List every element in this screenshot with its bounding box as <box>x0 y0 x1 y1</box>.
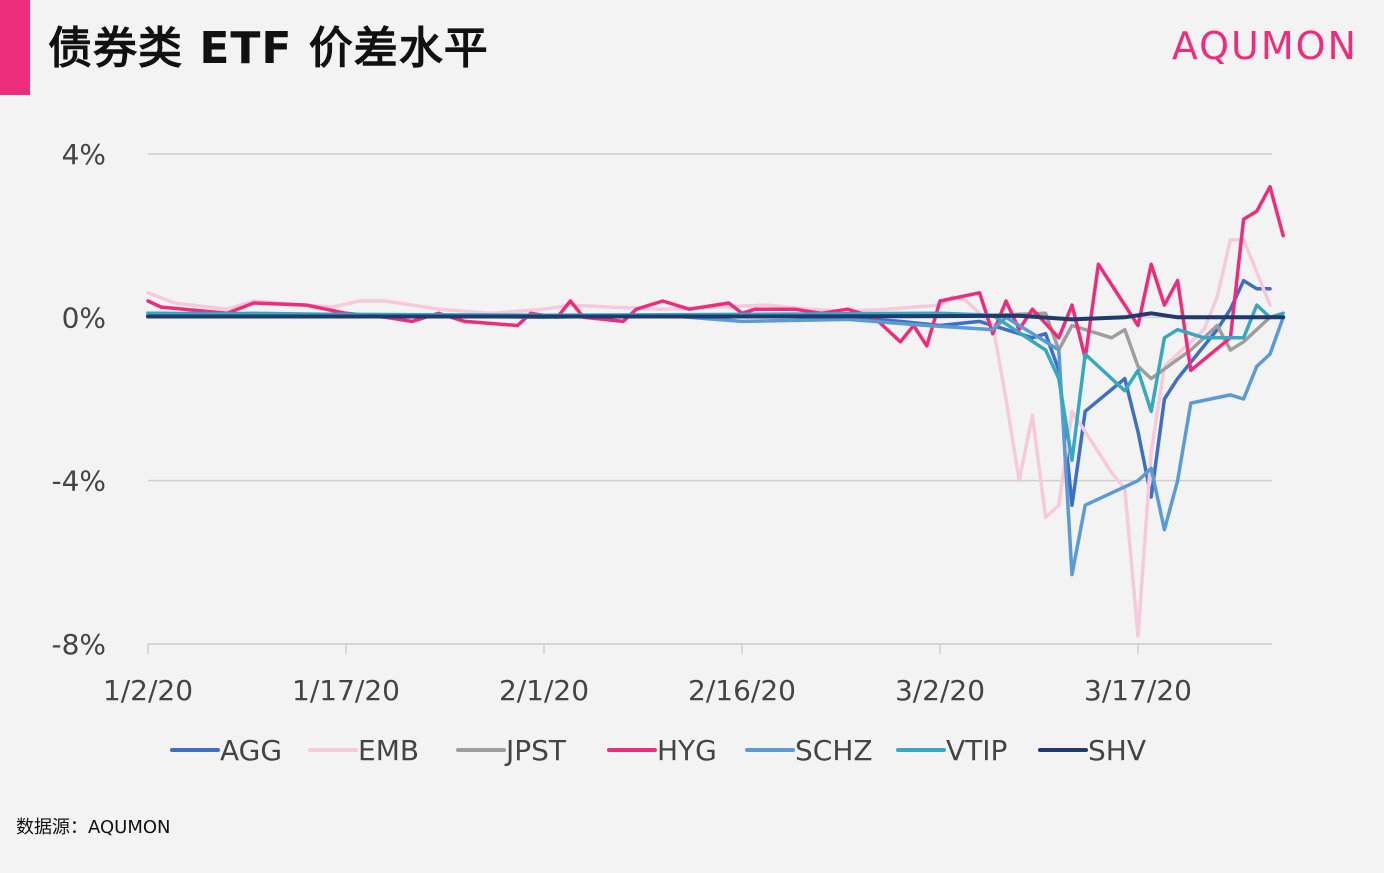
legend-label-emb: EMB <box>358 734 419 767</box>
x-tick-label: 2/16/20 <box>688 674 796 707</box>
x-tick-label: 2/1/20 <box>499 674 589 707</box>
series-line-shv <box>146 311 1286 322</box>
legend-label-shv: SHV <box>1088 734 1146 767</box>
y-tick-label: 4% <box>62 138 106 171</box>
x-tick-label: 1/2/20 <box>103 674 193 707</box>
legend-label-jpst: JPST <box>504 734 567 767</box>
legend-label-agg: AGG <box>220 734 282 767</box>
series-line-emb <box>146 237 1272 638</box>
legend-label-schz: SCHZ <box>795 734 873 767</box>
series-line-schz <box>146 311 1285 577</box>
page-title: 债券类 ETF 价差水平 <box>48 23 489 74</box>
y-tick-label: -4% <box>51 465 106 498</box>
y-tick-label: 0% <box>62 301 106 334</box>
series-line-vtip <box>146 303 1285 463</box>
legend-label-hyg: HYG <box>657 734 717 767</box>
brand-logo: AQUMON <box>1171 24 1358 68</box>
x-tick-label: 3/17/20 <box>1084 674 1192 707</box>
x-tick-label: 3/2/20 <box>895 674 985 707</box>
legend-label-vtip: VTIP <box>946 734 1007 767</box>
data-source: 数据源：AQUMON <box>16 817 171 838</box>
x-tick-label: 1/17/20 <box>292 674 400 707</box>
series-line-hyg <box>146 184 1285 373</box>
y-tick-label: -8% <box>51 628 106 661</box>
title-accent-bar <box>0 0 30 95</box>
